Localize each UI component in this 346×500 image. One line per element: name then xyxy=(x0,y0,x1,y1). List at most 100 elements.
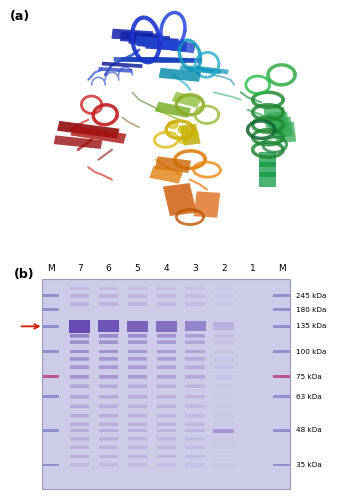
Polygon shape xyxy=(143,36,179,51)
Bar xyxy=(99,384,118,388)
Bar xyxy=(43,376,59,378)
Bar xyxy=(214,428,234,432)
Bar xyxy=(70,350,89,354)
Bar xyxy=(70,463,89,467)
Bar xyxy=(156,366,176,369)
Bar xyxy=(185,428,205,432)
Bar xyxy=(185,350,205,354)
Bar xyxy=(128,384,147,388)
Bar xyxy=(99,358,118,360)
Bar xyxy=(99,404,118,407)
Bar xyxy=(156,366,176,369)
Bar xyxy=(99,446,118,448)
Bar xyxy=(70,446,89,448)
Text: 1: 1 xyxy=(250,264,256,274)
Bar xyxy=(128,366,147,369)
Text: 48 kDa: 48 kDa xyxy=(296,428,322,434)
Bar xyxy=(70,294,89,298)
Bar xyxy=(156,357,176,361)
Bar xyxy=(156,358,176,360)
Bar xyxy=(214,463,234,467)
Polygon shape xyxy=(160,39,196,53)
Bar xyxy=(185,455,205,458)
Bar xyxy=(99,302,118,306)
Bar xyxy=(128,437,147,440)
Bar xyxy=(70,404,89,407)
Bar xyxy=(128,446,147,449)
Bar xyxy=(213,429,234,433)
Bar xyxy=(70,286,89,290)
Polygon shape xyxy=(128,34,170,46)
Bar xyxy=(128,463,147,467)
Bar xyxy=(156,455,176,458)
Bar xyxy=(99,366,118,369)
Bar xyxy=(185,302,205,306)
Bar xyxy=(128,455,147,458)
Bar xyxy=(128,334,147,338)
Bar xyxy=(156,340,176,344)
Bar xyxy=(156,334,176,338)
Bar xyxy=(43,279,290,489)
Text: 75 kDa: 75 kDa xyxy=(296,374,322,380)
Polygon shape xyxy=(149,166,183,184)
Polygon shape xyxy=(121,57,172,63)
Bar xyxy=(185,384,205,388)
Bar xyxy=(214,286,234,290)
Bar xyxy=(214,455,234,458)
Bar xyxy=(70,414,89,418)
Bar xyxy=(128,302,147,306)
Bar xyxy=(99,396,118,398)
Bar xyxy=(273,350,290,353)
Polygon shape xyxy=(163,183,197,216)
Bar xyxy=(70,404,89,408)
Polygon shape xyxy=(136,57,187,63)
Bar xyxy=(214,340,234,344)
Polygon shape xyxy=(179,124,201,146)
Bar xyxy=(273,376,290,378)
Bar xyxy=(214,422,234,426)
Bar xyxy=(99,350,118,353)
Bar xyxy=(214,366,234,369)
Bar xyxy=(185,404,205,407)
Bar xyxy=(70,358,89,360)
Circle shape xyxy=(168,121,178,128)
Bar xyxy=(43,429,59,432)
Bar xyxy=(99,340,118,344)
Polygon shape xyxy=(172,92,202,108)
Polygon shape xyxy=(260,162,276,177)
Bar xyxy=(185,350,205,353)
Bar xyxy=(99,438,118,440)
Bar xyxy=(156,438,176,440)
Bar xyxy=(185,404,205,408)
Bar xyxy=(99,294,118,298)
Bar xyxy=(273,325,290,328)
Bar xyxy=(128,429,147,432)
Bar xyxy=(214,395,234,398)
Polygon shape xyxy=(71,126,126,144)
Bar xyxy=(99,376,118,378)
Bar xyxy=(43,308,59,311)
Polygon shape xyxy=(263,106,286,128)
Bar xyxy=(273,308,290,311)
Bar xyxy=(99,334,118,338)
Bar xyxy=(99,437,118,440)
Polygon shape xyxy=(187,66,221,74)
Bar xyxy=(128,422,147,426)
Bar xyxy=(69,320,90,332)
Bar xyxy=(99,357,118,361)
Polygon shape xyxy=(113,57,165,63)
Bar xyxy=(99,340,118,344)
Bar xyxy=(128,286,147,290)
Bar xyxy=(185,422,205,426)
Bar xyxy=(156,385,176,388)
Bar xyxy=(273,429,290,432)
Bar xyxy=(43,294,59,298)
Bar xyxy=(70,375,89,378)
Bar xyxy=(99,429,118,432)
Text: 35 kDa: 35 kDa xyxy=(296,462,322,468)
Polygon shape xyxy=(98,67,133,73)
Bar xyxy=(128,404,147,407)
Bar xyxy=(70,422,89,426)
Bar xyxy=(128,385,147,388)
Bar xyxy=(185,334,205,338)
